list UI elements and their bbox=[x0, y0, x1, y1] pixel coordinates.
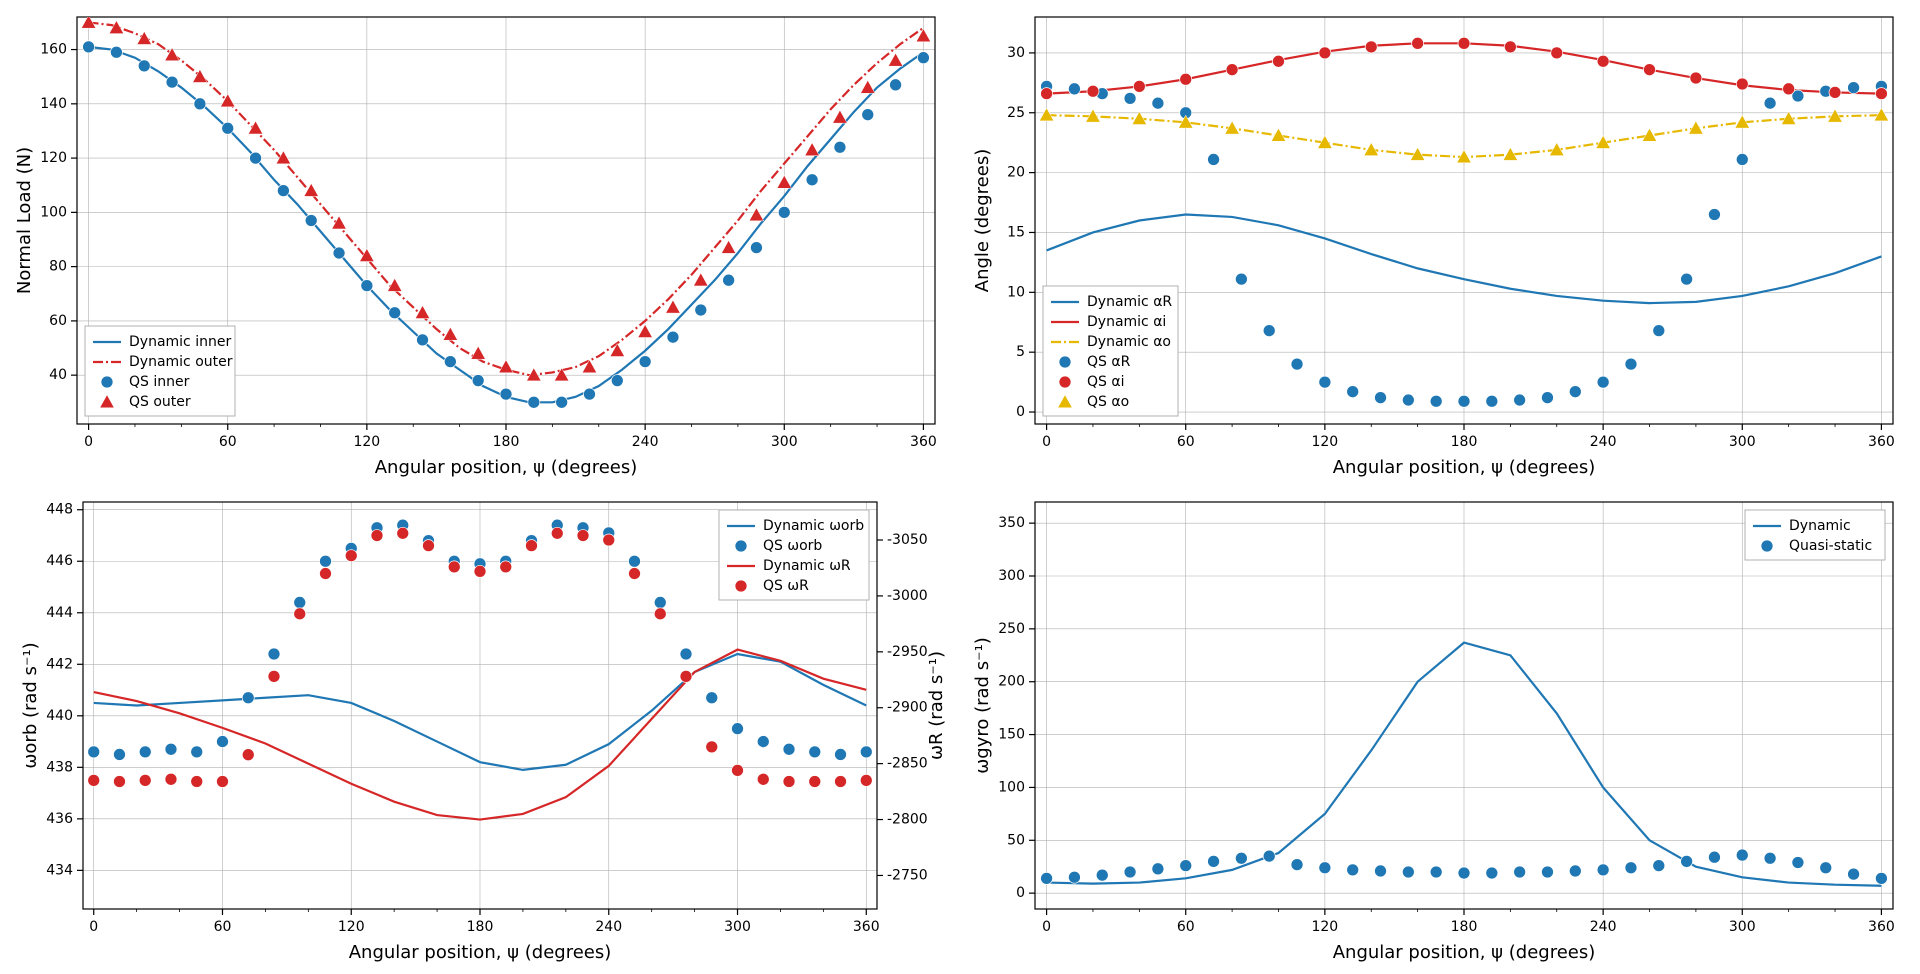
svg-text:ωgyro (rad s⁻¹): ωgyro (rad s⁻¹) bbox=[972, 637, 993, 774]
svg-text:300: 300 bbox=[724, 919, 751, 935]
svg-text:0: 0 bbox=[1042, 434, 1051, 450]
svg-text:15: 15 bbox=[1007, 224, 1025, 240]
svg-text:100: 100 bbox=[40, 204, 67, 220]
svg-text:436: 436 bbox=[46, 810, 73, 826]
svg-text:446: 446 bbox=[46, 553, 73, 569]
svg-text:Dynamic ωR: Dynamic ωR bbox=[763, 558, 851, 574]
svg-text:120: 120 bbox=[1311, 919, 1338, 935]
svg-text:Angle (degrees): Angle (degrees) bbox=[972, 149, 993, 292]
svg-text:Dynamic ωorb: Dynamic ωorb bbox=[763, 518, 864, 534]
svg-text:-2850: -2850 bbox=[887, 755, 928, 771]
svg-text:150: 150 bbox=[998, 726, 1025, 742]
svg-text:100: 100 bbox=[998, 779, 1025, 795]
svg-text:360: 360 bbox=[1868, 434, 1895, 450]
svg-text:50: 50 bbox=[1007, 832, 1025, 848]
panel-bottom-right: 0 60 120 180 240 300 360 0 50 100 150 200 250 300 350 A… bbox=[963, 490, 1916, 970]
gyro-chart: 0 60 120 180 240 300 360 0 50 100 150 200 250 300 350 A… bbox=[963, 490, 1913, 967]
svg-text:240: 240 bbox=[632, 434, 659, 450]
svg-text:360: 360 bbox=[853, 919, 880, 935]
svg-text:0: 0 bbox=[1016, 404, 1025, 420]
svg-text:442: 442 bbox=[46, 656, 73, 672]
svg-text:60: 60 bbox=[219, 434, 237, 450]
svg-text:0: 0 bbox=[84, 434, 93, 450]
svg-text:60: 60 bbox=[1176, 919, 1194, 935]
svg-text:ωorb (rad s⁻¹): ωorb (rad s⁻¹) bbox=[20, 642, 41, 768]
svg-text:Dynamic αi: Dynamic αi bbox=[1087, 314, 1166, 330]
svg-text:60: 60 bbox=[214, 919, 232, 935]
svg-text:QS outer: QS outer bbox=[129, 394, 191, 410]
svg-text:240: 240 bbox=[1589, 919, 1616, 935]
svg-text:Angular position, ψ (degrees): Angular position, ψ (degrees) bbox=[349, 942, 612, 963]
svg-text:-3050: -3050 bbox=[887, 532, 928, 548]
svg-text:444: 444 bbox=[46, 604, 73, 620]
svg-text:438: 438 bbox=[46, 759, 73, 775]
svg-text:180: 180 bbox=[1450, 919, 1477, 935]
normal-load-chart: 0 60 120 180 240 300 360 40 60 80 100 120 140 160 Angu… bbox=[5, 5, 955, 482]
svg-text:60: 60 bbox=[49, 313, 67, 329]
svg-text:300: 300 bbox=[998, 568, 1025, 584]
panel-top-left: 0 60 120 180 240 300 360 40 60 80 100 120 140 160 Angu… bbox=[5, 5, 958, 485]
svg-text:QS αi: QS αi bbox=[1087, 374, 1124, 390]
svg-text:140: 140 bbox=[40, 96, 67, 112]
svg-text:QS inner: QS inner bbox=[129, 374, 190, 390]
svg-text:120: 120 bbox=[353, 434, 380, 450]
svg-text:Dynamic αR: Dynamic αR bbox=[1087, 294, 1172, 310]
svg-text:160: 160 bbox=[40, 42, 67, 58]
svg-text:448: 448 bbox=[46, 501, 73, 517]
svg-text:40: 40 bbox=[49, 367, 67, 383]
svg-text:Dynamic αo: Dynamic αo bbox=[1087, 334, 1171, 350]
svg-text:5: 5 bbox=[1016, 344, 1025, 360]
svg-text:-2950: -2950 bbox=[887, 643, 928, 659]
svg-text:Dynamic inner: Dynamic inner bbox=[129, 334, 231, 350]
svg-text:180: 180 bbox=[1450, 434, 1477, 450]
svg-text:QS ωorb: QS ωorb bbox=[763, 538, 822, 554]
svg-text:0: 0 bbox=[1042, 919, 1051, 935]
svg-text:200: 200 bbox=[998, 673, 1025, 689]
svg-text:-2800: -2800 bbox=[887, 811, 928, 827]
svg-text:25: 25 bbox=[1007, 105, 1025, 121]
svg-text:Angular position, ψ (degrees): Angular position, ψ (degrees) bbox=[1332, 457, 1595, 478]
svg-text:-2750: -2750 bbox=[887, 867, 928, 883]
svg-text:20: 20 bbox=[1007, 165, 1025, 181]
svg-text:180: 180 bbox=[467, 919, 494, 935]
angle-chart: 0 60 120 180 240 300 360 0 5 10 15 20 25 30 Angular po… bbox=[963, 5, 1913, 482]
svg-text:QS ωR: QS ωR bbox=[763, 578, 809, 594]
svg-text:Quasi-static: Quasi-static bbox=[1789, 538, 1872, 554]
svg-text:Normal Load (N): Normal Load (N) bbox=[14, 147, 35, 294]
svg-text:360: 360 bbox=[910, 434, 937, 450]
svg-text:120: 120 bbox=[338, 919, 365, 935]
svg-text:10: 10 bbox=[1007, 284, 1025, 300]
svg-text:434: 434 bbox=[46, 862, 73, 878]
svg-text:ωR (rad s⁻¹): ωR (rad s⁻¹) bbox=[926, 650, 947, 759]
svg-text:QS αo: QS αo bbox=[1087, 394, 1129, 410]
svg-text:60: 60 bbox=[1176, 434, 1194, 450]
panel-bottom-left: 0 60 120 180 240 300 360 434 436 438 440 442 444 446 4… bbox=[5, 490, 958, 970]
panel-top-right: 0 60 120 180 240 300 360 0 5 10 15 20 25 30 Angular po… bbox=[963, 5, 1916, 485]
svg-text:360: 360 bbox=[1868, 919, 1895, 935]
svg-text:300: 300 bbox=[771, 434, 798, 450]
svg-text:-2900: -2900 bbox=[887, 699, 928, 715]
omega-chart: 0 60 120 180 240 300 360 434 436 438 440 442 444 446 4… bbox=[5, 490, 955, 967]
svg-text:QS αR: QS αR bbox=[1087, 354, 1131, 370]
figure-grid: 060120180240300360406080100120140160Angu… bbox=[0, 0, 1920, 974]
svg-text:300: 300 bbox=[1728, 919, 1755, 935]
svg-text:30: 30 bbox=[1007, 45, 1025, 61]
svg-text:Dynamic: Dynamic bbox=[1789, 518, 1851, 534]
svg-text:Angular position, ψ (degrees): Angular position, ψ (degrees) bbox=[1332, 942, 1595, 963]
svg-text:180: 180 bbox=[493, 434, 520, 450]
svg-text:Dynamic outer: Dynamic outer bbox=[129, 354, 233, 370]
svg-text:120: 120 bbox=[40, 150, 67, 166]
svg-text:0: 0 bbox=[1016, 885, 1025, 901]
svg-text:240: 240 bbox=[595, 919, 622, 935]
svg-text:440: 440 bbox=[46, 707, 73, 723]
svg-text:250: 250 bbox=[998, 620, 1025, 636]
svg-text:300: 300 bbox=[1728, 434, 1755, 450]
svg-text:Angular position, ψ (degrees): Angular position, ψ (degrees) bbox=[375, 457, 638, 478]
svg-text:240: 240 bbox=[1589, 434, 1616, 450]
svg-text:-3000: -3000 bbox=[887, 587, 928, 603]
svg-text:350: 350 bbox=[998, 515, 1025, 531]
svg-text:120: 120 bbox=[1311, 434, 1338, 450]
svg-text:80: 80 bbox=[49, 259, 67, 275]
svg-text:0: 0 bbox=[89, 919, 98, 935]
